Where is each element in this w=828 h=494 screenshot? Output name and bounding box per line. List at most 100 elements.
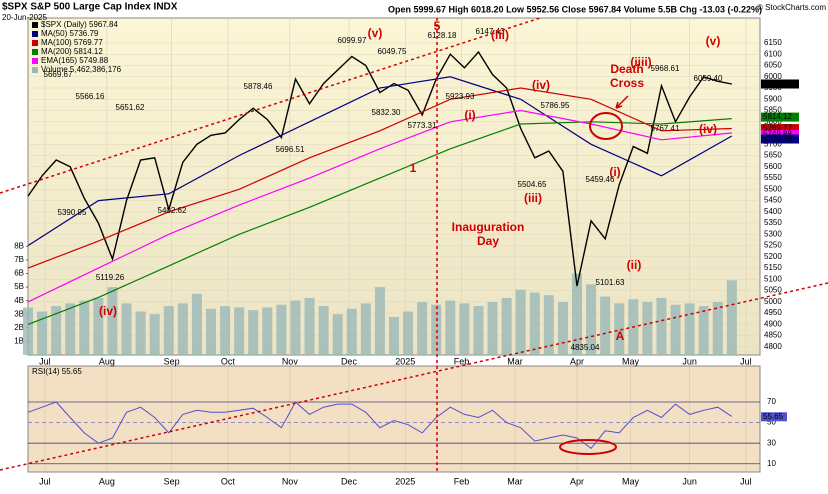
price-label: 5767.41 — [651, 124, 680, 133]
annotation: A — [616, 329, 625, 343]
volume-bar — [431, 304, 442, 355]
volume-tick-label: 6B — [14, 269, 24, 278]
y-tick-label: 6050 — [764, 61, 782, 70]
x-tick-label: Feb — [454, 356, 470, 366]
legend-label: EMA(165) 5749.88 — [41, 56, 109, 65]
x-tick-label: Jul — [740, 356, 752, 366]
price-tag-label: 5967.84 — [763, 78, 796, 88]
y-tick-label: 5250 — [764, 241, 782, 250]
volume-bar — [51, 306, 62, 355]
price-label: 5101.63 — [596, 278, 625, 287]
y-tick-label: 4800 — [764, 342, 782, 351]
x-tick-label: 2025 — [395, 356, 415, 366]
volume-bar — [670, 304, 681, 355]
price-line — [27, 50, 732, 287]
volume-bar — [459, 303, 470, 355]
volume-bar — [614, 303, 625, 355]
volume-bar — [501, 297, 512, 355]
y-tick-label: 5400 — [764, 207, 782, 216]
x-tick-label: May — [622, 356, 640, 366]
volume-bar — [403, 311, 414, 355]
price-label: 5459.46 — [586, 175, 615, 184]
volume-tick-label: 3B — [14, 309, 24, 318]
y-tick-label: 6100 — [764, 49, 782, 58]
price-label: 5786.95 — [541, 101, 570, 110]
legend-swatch — [32, 22, 38, 28]
price-label: 5390.95 — [58, 208, 87, 217]
volume-bar — [37, 311, 48, 355]
annotation: (iv) — [699, 122, 717, 136]
y-tick-label: 5050 — [764, 286, 782, 295]
annotation: 1 — [410, 161, 417, 175]
y-tick-label: 5450 — [764, 196, 782, 205]
legend-swatch — [32, 49, 38, 55]
price-tag-label: 5736.79 — [763, 134, 792, 143]
volume-bar — [572, 273, 582, 355]
volume-bar — [65, 303, 76, 355]
volume-bar — [586, 284, 597, 355]
volume-bar — [346, 308, 357, 355]
volume-bar — [191, 293, 202, 355]
volume-bar — [290, 300, 301, 355]
x-tick-label: Sep — [164, 356, 180, 366]
rsi-title: RSI(14) 55.65 — [32, 367, 82, 376]
rsi-line — [27, 401, 733, 449]
y-tick-label: 5000 — [764, 297, 782, 306]
price-label: 5566.16 — [76, 92, 105, 101]
volume-bar — [121, 303, 132, 355]
legend-label: MA(200) 5814.12 — [41, 47, 103, 56]
y-tick-label: 5500 — [764, 184, 782, 193]
y-tick-label: 4900 — [764, 319, 782, 328]
volume-bar — [163, 306, 174, 355]
annotation: (iv) — [532, 78, 550, 92]
volume-bar — [684, 303, 695, 355]
price-label: 5651.62 — [116, 103, 145, 112]
moving-average — [27, 118, 732, 325]
volume-tick-label: 7B — [14, 255, 24, 264]
x-tick-label: 2025 — [395, 476, 415, 486]
volume-bar — [318, 306, 329, 355]
x-tick-label: Jul — [39, 356, 51, 366]
legend-swatch — [32, 67, 38, 73]
x-tick-label: Nov — [282, 356, 299, 366]
volume-bar — [177, 303, 188, 355]
layers: Jul Jul Aug Aug Sep Sep Oct Oct Nov Nov Dec Dec 2025… — [14, 18, 799, 486]
price-label: 5504.65 — [518, 180, 547, 189]
volume-bar — [220, 306, 231, 355]
x-tick-label: Aug — [99, 476, 115, 486]
rsi-tag-label: 55.65 — [763, 412, 784, 421]
y-tick-label: 6000 — [764, 72, 782, 81]
volume-tick-label: 2B — [14, 323, 24, 332]
y-tick-label: 5650 — [764, 151, 782, 160]
y-tick-label: 5600 — [764, 162, 782, 171]
legend-label: MA(50) 5736.79 — [41, 29, 99, 38]
price-label: 6128.18 — [428, 31, 457, 40]
price-tag — [761, 124, 799, 134]
rsi-tick-label: 50 — [767, 418, 776, 427]
trendline — [0, 17, 541, 194]
x-tick-label: Oct — [221, 476, 236, 486]
volume-bar — [248, 310, 259, 355]
volume-bar — [389, 316, 399, 355]
x-tick-label: Feb — [454, 476, 470, 486]
volume-bar — [93, 297, 104, 355]
legend-label: MA(100) 5769.77 — [41, 38, 103, 47]
annotation: (v) — [368, 26, 383, 40]
price-label: 5402.62 — [158, 206, 187, 215]
volume-bar — [487, 302, 498, 355]
rsi-tick-label: 70 — [767, 397, 776, 406]
price-label: 5696.51 — [276, 145, 305, 154]
annotation: (iii) — [491, 28, 509, 42]
volume-bar — [135, 311, 146, 355]
legend-label: $SPX (Daily) 5967.84 — [41, 20, 118, 29]
annotation: (iv) — [99, 304, 117, 318]
x-tick-label: Apr — [570, 476, 584, 486]
circle — [589, 112, 623, 140]
y-tick-label: 4950 — [764, 308, 782, 317]
date: 20-Jun-2025 — [2, 13, 47, 22]
volume-tick-label: 4B — [14, 296, 24, 305]
volume-tick-label: 1B — [14, 337, 24, 346]
volume-bar — [417, 302, 428, 355]
volume-bar — [557, 302, 568, 355]
